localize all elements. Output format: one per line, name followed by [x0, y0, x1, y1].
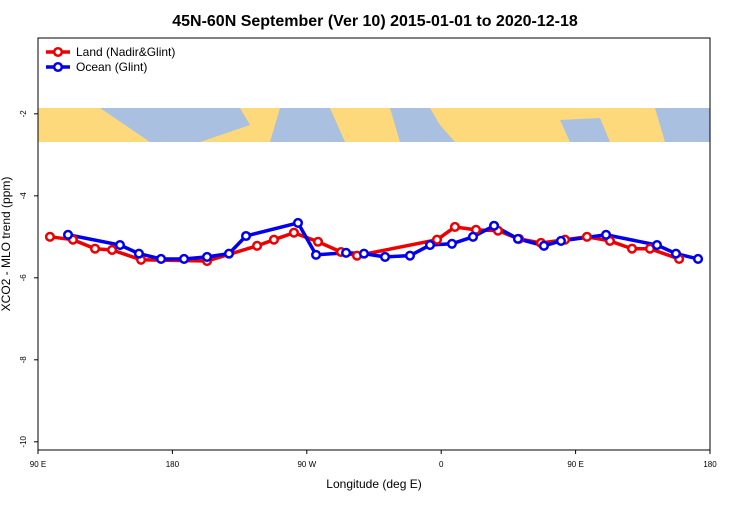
data-point [651, 239, 663, 251]
data-point [223, 248, 235, 259]
data-point [581, 231, 592, 242]
map-ocean [390, 108, 455, 142]
legend-label: Land (Nadir&Glint) [76, 45, 175, 59]
data-point [380, 251, 391, 262]
x-tick-label: 90 E [30, 460, 46, 469]
data-point [252, 240, 263, 251]
data-point [292, 217, 304, 228]
map-ocean [560, 118, 610, 142]
data-point [424, 239, 436, 251]
data-point [449, 221, 460, 233]
x-tick-label: 90 E [567, 460, 583, 469]
data-point [626, 243, 638, 254]
chart-title: 45N-60N September (Ver 10) 2015-01-01 to… [172, 13, 578, 30]
data-point [89, 243, 101, 254]
legend-marker [52, 46, 64, 58]
y-tick-label: -6 [19, 274, 28, 282]
data-point [467, 231, 479, 242]
y-tick-label: -8 [19, 356, 28, 364]
data-point [670, 248, 682, 259]
map-ocean [655, 108, 710, 142]
data-point [446, 238, 458, 249]
data-point [341, 247, 352, 258]
x-tick-label: 180 [166, 460, 180, 469]
legend-label: Ocean (Glint) [76, 60, 147, 74]
y-tick-label: -2 [19, 110, 28, 118]
x-tick-label: 0 [439, 460, 444, 469]
plot-frame [37, 37, 711, 451]
data-point [555, 235, 567, 246]
map-strip [38, 108, 710, 142]
data-point [178, 253, 190, 265]
y-tick-label: -4 [19, 192, 28, 200]
data-point [240, 230, 252, 242]
data-point [268, 234, 279, 245]
map-ocean [100, 108, 250, 142]
data-point [107, 244, 118, 255]
data-point [44, 231, 55, 242]
data-point [538, 240, 549, 251]
data-point [601, 229, 612, 240]
data-point [358, 248, 370, 259]
x-axis-label: Longitude (deg E) [326, 477, 421, 491]
y-axis-label: XCO2 - MLO trend (ppm) [0, 177, 13, 312]
data-point [512, 233, 524, 244]
legend-marker [52, 61, 64, 73]
data-point [489, 220, 500, 231]
data-point [288, 227, 300, 238]
data-point [312, 236, 324, 247]
data-point [431, 234, 443, 245]
y-tick-label: -10 [19, 435, 28, 447]
x-tick-label: 180 [703, 460, 717, 469]
data-point [201, 251, 213, 262]
data-point [311, 249, 322, 260]
data-point [133, 248, 144, 259]
map-ocean [270, 108, 345, 142]
data-point [114, 239, 126, 251]
data-point [62, 229, 74, 240]
data-point [693, 253, 704, 265]
data-point [156, 253, 167, 265]
data-point [404, 250, 416, 261]
x-tick-label: 90 W [297, 460, 316, 469]
